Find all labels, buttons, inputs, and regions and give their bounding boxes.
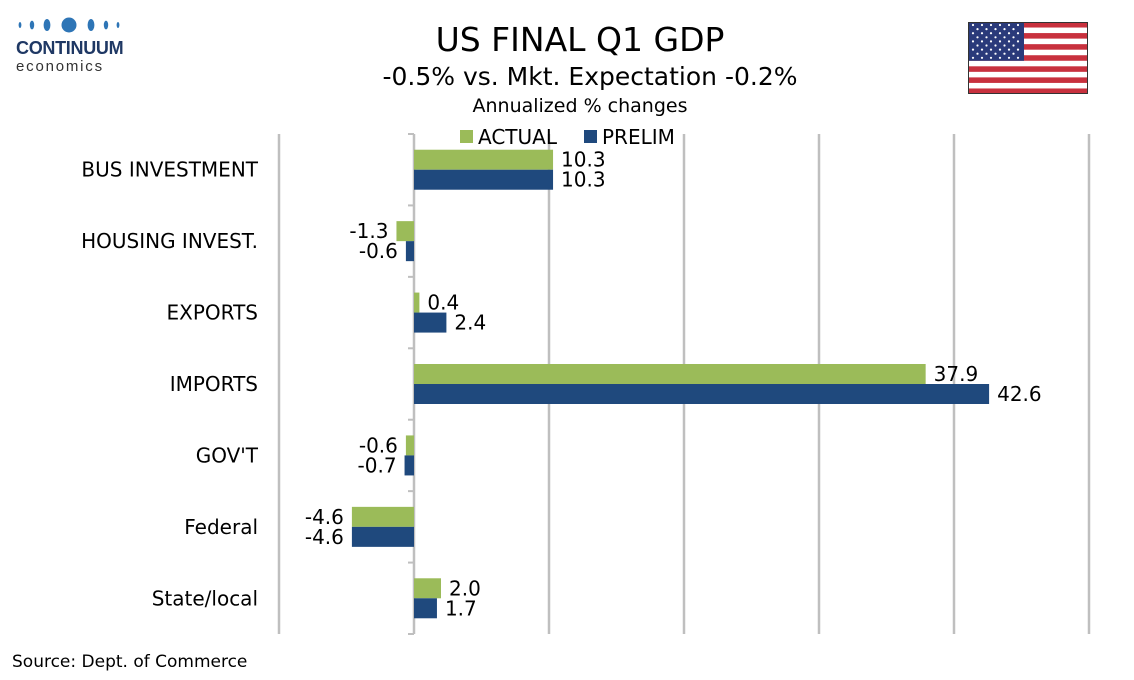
- bar-prelim: [404, 455, 414, 476]
- category-label: GOV'T: [196, 443, 259, 467]
- data-label: 10.3: [561, 168, 606, 192]
- chart-title: US FINAL Q1 GDP: [435, 20, 725, 59]
- category-label: Federal: [184, 515, 258, 539]
- data-label: 10.3: [561, 148, 606, 172]
- brand-logo: CONTINUUM economics: [12, 14, 142, 76]
- chart-note: Annualized % changes: [472, 95, 688, 117]
- data-label: 42.6: [997, 382, 1042, 406]
- data-label: 37.9: [934, 362, 979, 386]
- chart-subtitle: -0.5% vs. Mkt. Expectation -0.2%: [382, 62, 798, 91]
- bar-prelim: [351, 526, 414, 547]
- data-label: -0.6: [359, 433, 398, 457]
- category-label: EXPORTS: [167, 301, 259, 325]
- bar-prelim: [414, 598, 437, 619]
- category-label: HOUSING INVEST.: [81, 229, 258, 253]
- data-label: -1.3: [349, 219, 388, 243]
- us-flag-icon: [968, 22, 1088, 94]
- bar-actual: [414, 364, 926, 384]
- bar-prelim: [414, 169, 554, 190]
- bar-actual: [405, 435, 414, 456]
- category-label: IMPORTS: [170, 372, 258, 396]
- data-label: 2.4: [454, 311, 486, 335]
- bar-prelim: [414, 384, 990, 404]
- bar-actual: [414, 292, 420, 313]
- data-label: 1.7: [445, 596, 477, 620]
- data-label: -4.6: [305, 525, 344, 549]
- category-label: BUS INVESTMENT: [81, 158, 258, 182]
- bar-actual: [396, 221, 414, 242]
- category-label: State/local: [152, 586, 258, 610]
- bar-actual: [414, 149, 554, 170]
- brand-sub: economics: [16, 58, 104, 75]
- bar-prelim: [414, 312, 447, 333]
- source-note: Source: Dept. of Commerce: [12, 652, 248, 672]
- data-label: -0.7: [358, 453, 397, 477]
- legend-swatch: [460, 130, 473, 143]
- data-label: 0.4: [427, 291, 459, 315]
- legend-label: PRELIM: [602, 125, 675, 149]
- legend-label: ACTUAL: [478, 125, 558, 149]
- data-label: -0.6: [359, 239, 398, 263]
- legend-swatch: [584, 130, 597, 143]
- bar-prelim: [405, 241, 414, 262]
- data-label: -4.6: [305, 505, 344, 529]
- data-label: 2.0: [449, 576, 481, 600]
- brand-name: CONTINUUM: [16, 38, 124, 58]
- bar-actual: [351, 506, 414, 527]
- logo-dots-icon: [18, 17, 120, 33]
- bar-actual: [414, 578, 441, 599]
